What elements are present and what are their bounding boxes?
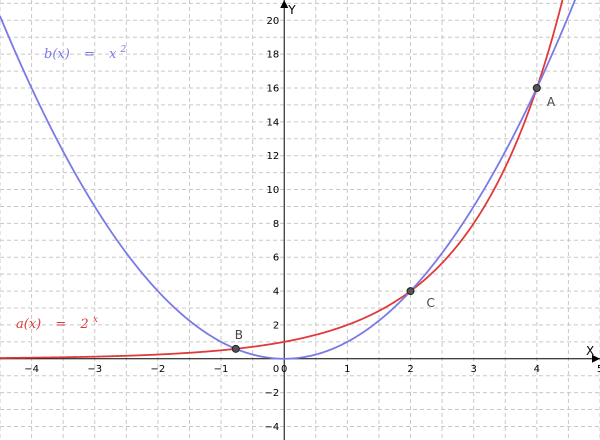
- point-c[interactable]: [406, 287, 415, 296]
- point-label-b: B: [235, 328, 243, 342]
- series-line-a: [0, 0, 564, 359]
- series-label-a-lhs: a(x): [16, 317, 41, 332]
- x-tick-label: 4: [534, 364, 540, 375]
- y-tick-label: 6: [273, 253, 279, 264]
- point-a[interactable]: [532, 84, 541, 92]
- x-tick-label: 1: [344, 364, 350, 375]
- y-tick-label: 12: [266, 151, 279, 162]
- x-tick-label: −1: [214, 364, 229, 375]
- x-tick-label: 5: [597, 364, 600, 375]
- y-axis-arrow: [280, 0, 289, 8]
- series-label-b-eq: =: [84, 47, 95, 62]
- y-tick-label: 4: [273, 287, 279, 298]
- series-label-b-base: x: [109, 47, 117, 62]
- x-tick-label: 0: [281, 364, 287, 375]
- x-tick-label: 3: [470, 364, 476, 375]
- y-tick-label: 16: [266, 84, 279, 95]
- origin-label: 0: [273, 364, 279, 375]
- y-tick-label: 14: [266, 117, 279, 128]
- x-tick-label: −2: [151, 364, 166, 375]
- x-axis-arrow: [592, 354, 600, 363]
- series-label-a: a(x) = 2 x: [16, 315, 98, 332]
- series-label-b: b(x) = x 2: [44, 45, 126, 62]
- intersection-points: A B C: [231, 84, 556, 353]
- y-tick-label: 10: [266, 185, 279, 196]
- curves: [0, 0, 576, 360]
- point-b[interactable]: [231, 344, 240, 353]
- x-tick-label: −4: [24, 364, 39, 375]
- series-line-b: [0, 0, 576, 360]
- series-label-a-eq: =: [55, 317, 66, 332]
- y-tick-label: −4: [264, 422, 279, 433]
- y-tick-label: 2: [273, 320, 279, 331]
- y-tick-label: 8: [273, 219, 279, 230]
- series-label-a-exp: x: [93, 315, 98, 325]
- x-tick-label: −3: [87, 364, 102, 375]
- y-axis-label: Y: [287, 3, 296, 17]
- y-tick-label: 20: [266, 16, 279, 27]
- series-label-b-exp: 2: [119, 45, 126, 55]
- y-tick-label: −2: [264, 388, 279, 399]
- series-label-a-base: 2: [79, 317, 88, 332]
- x-tick-label: 2: [407, 364, 413, 375]
- y-tick-label: 18: [266, 50, 279, 61]
- point-label-c: C: [427, 296, 435, 310]
- function-labels: a(x) = 2 x b(x) = x 2: [16, 45, 126, 332]
- series-label-b-lhs: b(x): [44, 47, 70, 62]
- point-label-a: A: [547, 95, 556, 109]
- x-axis-label: X: [586, 344, 594, 358]
